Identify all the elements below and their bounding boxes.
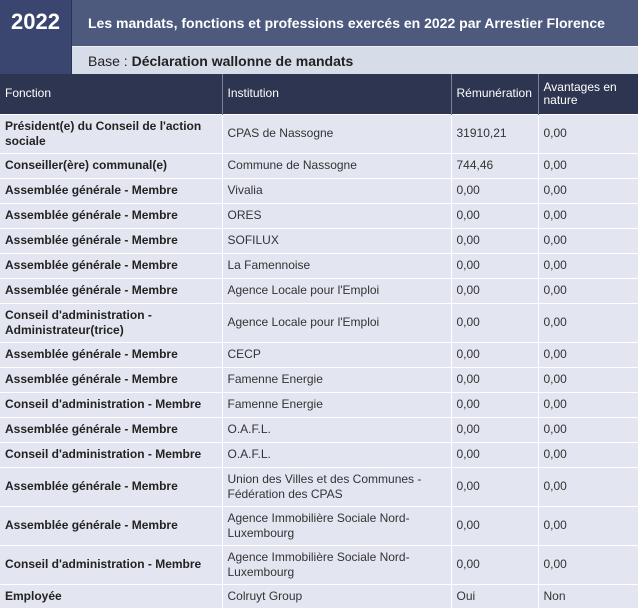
cell-remuneration: 0,00 (451, 466, 539, 506)
cell-institution: O.A.F.L. (222, 441, 452, 467)
cell-avantages: 0,00 (538, 466, 638, 506)
table-row: Conseiller(ère) communal(e) Commune de Na… (0, 152, 638, 178)
cell-fonction: Assemblée générale - Membre (0, 341, 223, 367)
cell-remuneration: 0,00 (451, 391, 539, 417)
cell-remuneration: Oui (451, 583, 539, 608)
table-row: Assemblée générale - Membre Famenne Energ… (0, 366, 638, 392)
base-label: Base : (88, 52, 128, 69)
cell-fonction: Assemblée générale - Membre (0, 366, 223, 392)
table-row: Assemblée générale - Membre Union des Vil… (0, 466, 638, 506)
table-row: Conseil d'administration - Administrateu… (0, 302, 638, 342)
table-row: Assemblée générale - Membre SOFILUX 0,00 0,… (0, 227, 638, 253)
cell-fonction: Président(e) du Conseil de l'action soci… (0, 113, 223, 153)
table-row: Assemblée générale - Membre CECP 0,00 0,00 (0, 341, 638, 367)
cell-avantages: 0,00 (538, 366, 638, 392)
table-row: Assemblée générale - Membre La Famennoise… (0, 252, 638, 278)
cell-avantages: 0,00 (538, 302, 638, 342)
cell-remuneration: 0,00 (451, 544, 539, 584)
cell-avantages: 0,00 (538, 505, 638, 545)
table-row: Assemblée générale - Membre Agence Immobi… (0, 505, 638, 545)
cell-institution: CECP (222, 341, 452, 367)
page-title: Les mandats, fonctions et professions ex… (72, 0, 638, 46)
cell-avantages: 0,00 (538, 416, 638, 442)
base-line: Base : Déclaration wallonne de mandats (72, 46, 638, 74)
table-row: Assemblée générale - Membre O.A.F.L. 0,00 0… (0, 416, 638, 442)
year-badge: 2022 (0, 0, 72, 74)
cell-fonction: Conseil d'administration - Membre (0, 441, 223, 467)
column-header-avantages: Avantages en nature (538, 74, 638, 114)
cell-avantages: 0,00 (538, 113, 638, 153)
cell-avantages: 0,00 (538, 177, 638, 203)
cell-remuneration: 0,00 (451, 441, 539, 467)
cell-institution: Agence Locale pour l'Emploi (222, 302, 452, 342)
cell-institution: Commune de Nassogne (222, 152, 452, 178)
cell-fonction: Assemblée générale - Membre (0, 202, 223, 228)
cell-avantages: 0,00 (538, 441, 638, 467)
table-row: Employée Colruyt Group Oui Non (0, 583, 638, 608)
table-row: Assemblée générale - Membre Agence Locale… (0, 277, 638, 303)
cell-institution: CPAS de Nassogne (222, 113, 452, 153)
cell-avantages: 0,00 (538, 391, 638, 417)
cell-fonction: Assemblée générale - Membre (0, 252, 223, 278)
base-value: Déclaration wallonne de mandats (131, 52, 354, 69)
cell-remuneration: 0,00 (451, 252, 539, 278)
cell-fonction: Employée (0, 583, 223, 608)
cell-remuneration: 0,00 (451, 302, 539, 342)
cell-avantages: 0,00 (538, 227, 638, 253)
cell-institution: O.A.F.L. (222, 416, 452, 442)
cell-remuneration: 0,00 (451, 277, 539, 303)
page-header: 2022 Les mandats, fonctions et professio… (0, 0, 638, 74)
cell-avantages: 0,00 (538, 152, 638, 178)
cell-remuneration: 0,00 (451, 505, 539, 545)
cell-institution: Agence Immobilière Sociale Nord-Luxembou… (222, 505, 452, 545)
cell-remuneration: 0,00 (451, 366, 539, 392)
column-header-fonction: Fonction (0, 74, 223, 114)
cell-institution: ORES (222, 202, 452, 228)
cell-avantages: Non (538, 583, 638, 608)
cell-remuneration: 0,00 (451, 416, 539, 442)
table-header-row: Fonction Institution Rémunération Avanta… (0, 74, 638, 114)
cell-avantages: 0,00 (538, 277, 638, 303)
cell-fonction: Assemblée générale - Membre (0, 466, 223, 506)
cell-fonction: Assemblée générale - Membre (0, 505, 223, 545)
column-header-remuneration: Rémunération (451, 74, 539, 114)
table-row: Assemblée générale - Membre Vivalia 0,00 0,… (0, 177, 638, 203)
cell-fonction: Conseiller(ère) communal(e) (0, 152, 223, 178)
cell-avantages: 0,00 (538, 252, 638, 278)
cell-fonction: Conseil d'administration - Membre (0, 544, 223, 584)
table-row: Conseil d'administration - Membre Agence … (0, 544, 638, 584)
cell-fonction: Conseil d'administration - Administrateu… (0, 302, 223, 342)
table-row: Assemblée générale - Membre ORES 0,00 0,00 (0, 202, 638, 228)
cell-remuneration: 31910,21 (451, 113, 539, 153)
cell-fonction: Assemblée générale - Membre (0, 177, 223, 203)
cell-fonction: Conseil d'administration - Membre (0, 391, 223, 417)
table-row: Conseil d'administration - Membre Famenne… (0, 391, 638, 417)
cell-institution: Vivalia (222, 177, 452, 203)
cell-institution: SOFILUX (222, 227, 452, 253)
cell-remuneration: 0,00 (451, 341, 539, 367)
cell-institution: Agence Immobilière Sociale Nord-Luxembou… (222, 544, 452, 584)
cell-remuneration: 0,00 (451, 177, 539, 203)
cell-institution: Famenne Energie (222, 391, 452, 417)
cell-institution: Agence Locale pour l'Emploi (222, 277, 452, 303)
cell-fonction: Assemblée générale - Membre (0, 277, 223, 303)
cell-fonction: Assemblée générale - Membre (0, 227, 223, 253)
header-right: Les mandats, fonctions et professions ex… (72, 0, 638, 74)
cell-institution: La Famennoise (222, 252, 452, 278)
cell-institution: Colruyt Group (222, 583, 452, 608)
cell-institution: Union des Villes et des Communes - Fédér… (222, 466, 452, 506)
cell-avantages: 0,00 (538, 202, 638, 228)
column-header-institution: Institution (222, 74, 452, 114)
cell-remuneration: 0,00 (451, 227, 539, 253)
cell-remuneration: 0,00 (451, 202, 539, 228)
table-row: Conseil d'administration - Membre O.A.F.L… (0, 441, 638, 467)
cell-fonction: Assemblée générale - Membre (0, 416, 223, 442)
cell-avantages: 0,00 (538, 544, 638, 584)
cell-institution: Famenne Energie (222, 366, 452, 392)
cell-remuneration: 744,46 (451, 152, 539, 178)
table-row: Président(e) du Conseil de l'action soci… (0, 113, 638, 153)
mandates-table: Fonction Institution Rémunération Avanta… (0, 74, 638, 608)
cell-avantages: 0,00 (538, 341, 638, 367)
